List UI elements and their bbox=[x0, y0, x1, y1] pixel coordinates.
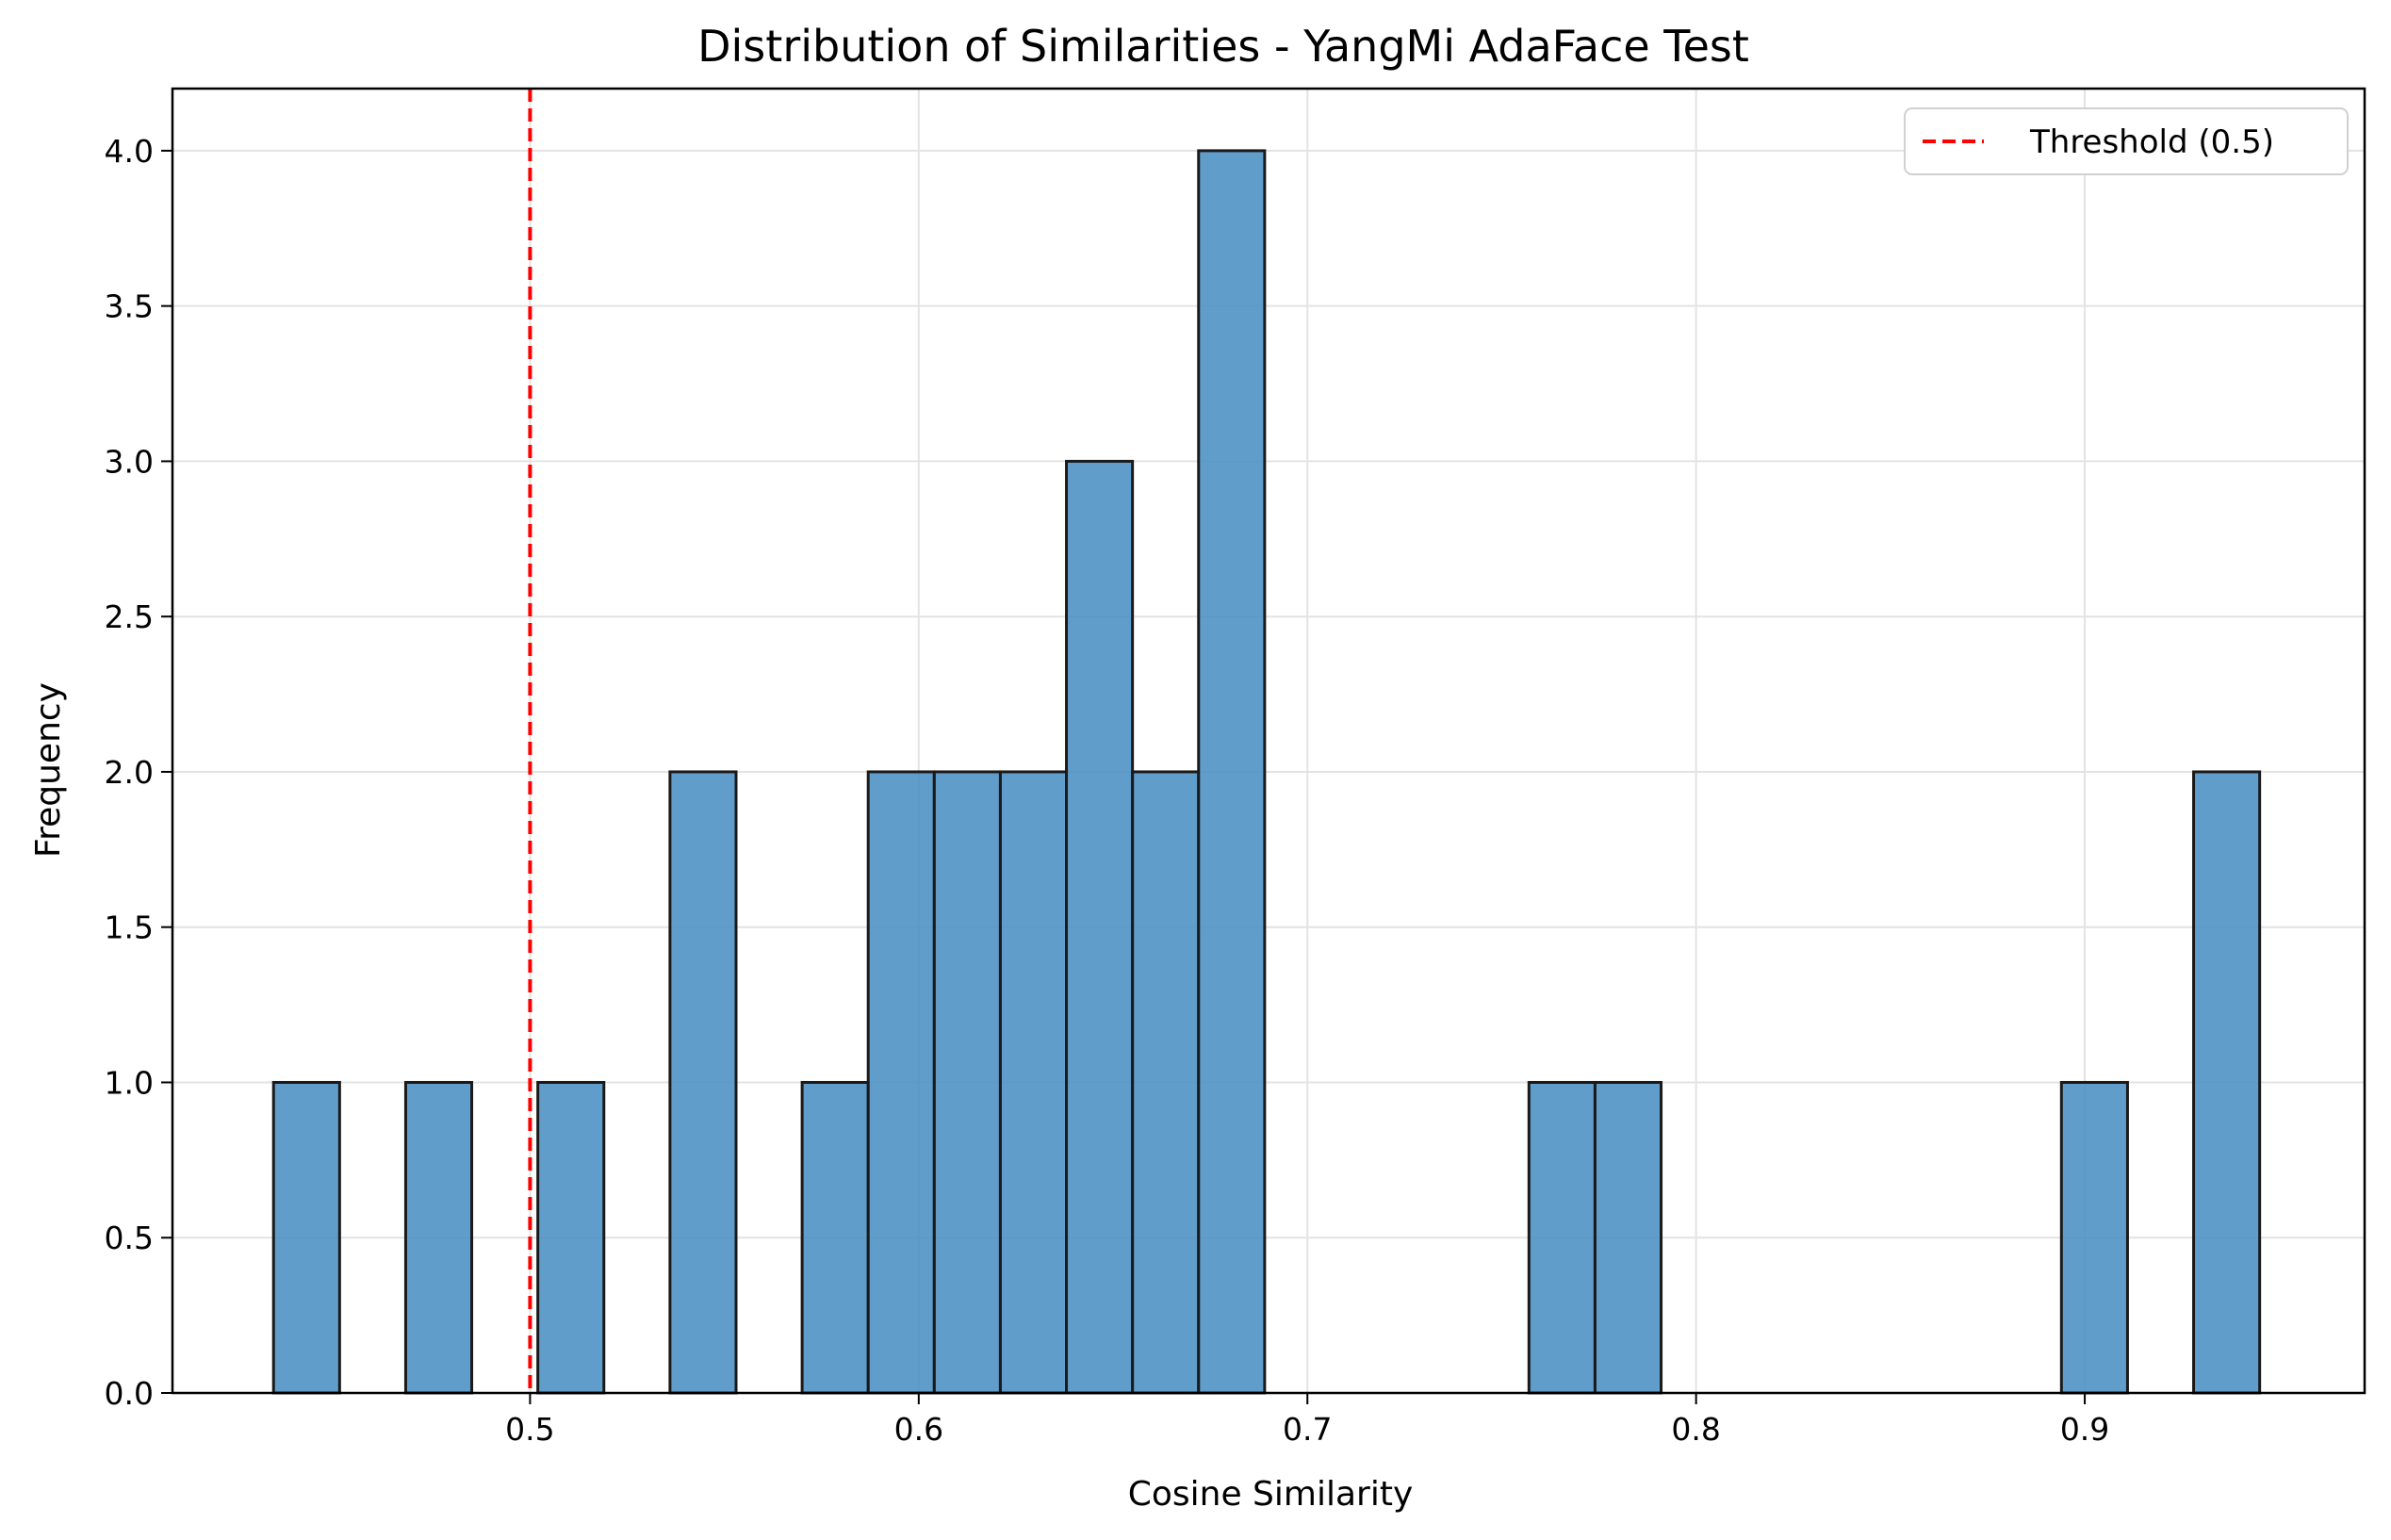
histogram-bar bbox=[866, 770, 936, 1395]
histogram-bar bbox=[932, 770, 1002, 1395]
histogram-bar bbox=[1065, 459, 1135, 1395]
legend: Threshold (0.5) bbox=[1904, 107, 2349, 175]
y-axis-ticks: 0.0 0.5 1.0 1.5 2.0 2.5 3.0 3.5 4.0 bbox=[105, 133, 172, 1412]
histogram-bars bbox=[271, 149, 2262, 1395]
histogram-bar bbox=[1527, 1080, 1597, 1395]
y-tick-label: 1.5 bbox=[105, 909, 154, 946]
x-tick-label: 0.8 bbox=[1671, 1411, 1720, 1448]
legend-box bbox=[1904, 107, 2349, 175]
y-axis-label: Frequency bbox=[29, 682, 68, 858]
y-tick-label: 3.5 bbox=[105, 288, 154, 325]
histogram-bar bbox=[1593, 1080, 1663, 1395]
histogram-bar bbox=[1197, 149, 1267, 1395]
x-tick-label: 0.9 bbox=[2060, 1411, 2109, 1448]
y-tick-label: 4.0 bbox=[105, 133, 154, 170]
histogram-bar bbox=[403, 1080, 474, 1395]
y-tick-label: 2.0 bbox=[105, 754, 154, 791]
histogram-bar bbox=[536, 1080, 606, 1395]
x-axis-ticks: 0.5 0.6 0.7 0.8 0.9 bbox=[505, 1393, 2109, 1448]
y-tick-label: 0.0 bbox=[105, 1375, 154, 1412]
plot-frame bbox=[171, 87, 2366, 1395]
x-tick-label: 0.7 bbox=[1283, 1411, 1332, 1448]
histogram-bar bbox=[1131, 770, 1201, 1395]
histogram-bar bbox=[800, 1080, 870, 1395]
histogram-bar bbox=[271, 1080, 341, 1395]
x-axis-label: Cosine Similarity bbox=[1128, 1475, 1414, 1514]
histogram-bar bbox=[998, 770, 1069, 1395]
chart-title: Distribution of Similarities - YangMi Ad… bbox=[697, 21, 1749, 72]
legend-threshold-label: Threshold (0.5) bbox=[2029, 123, 2274, 161]
x-tick-label: 0.5 bbox=[505, 1411, 554, 1448]
histogram-bar bbox=[2192, 770, 2262, 1395]
y-tick-label: 3.0 bbox=[105, 443, 154, 480]
y-tick-label: 0.5 bbox=[105, 1220, 154, 1256]
y-tick-label: 2.5 bbox=[105, 598, 154, 635]
x-tick-label: 0.6 bbox=[894, 1411, 943, 1448]
histogram-bar bbox=[2059, 1080, 2129, 1395]
histogram-bar bbox=[668, 770, 738, 1395]
y-tick-label: 1.0 bbox=[105, 1064, 154, 1101]
